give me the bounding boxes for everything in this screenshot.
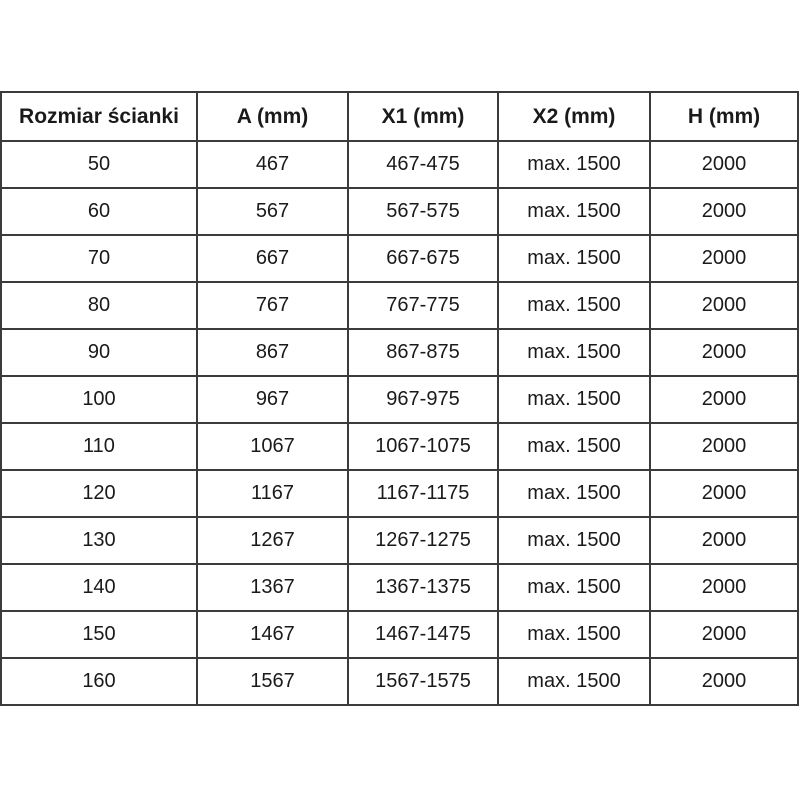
table-cell: 867-875 [347,328,499,377]
table-cell: 1567 [196,657,349,706]
table-cell: 667 [196,234,349,283]
table-cell: 70 [0,234,198,283]
table-cell: 50 [0,140,198,189]
table-cell: 967-975 [347,375,499,424]
table-cell: 2000 [649,375,799,424]
table-row: 120 1167 1167-1175 max. 1500 2000 [0,469,799,518]
table-cell: 867 [196,328,349,377]
table-row: 70 667 667-675 max. 1500 2000 [0,234,799,283]
table-cell: 80 [0,281,198,330]
table-cell: 1167 [196,469,349,518]
table-cell: max. 1500 [497,610,651,659]
table-row: 50 467 467-475 max. 1500 2000 [0,140,799,189]
column-header-1: A (mm) [196,91,349,142]
header-row: Rozmiar ścianki A (mm) X1 (mm) X2 (mm) H (mm… [0,91,799,142]
table-cell: 667-675 [347,234,499,283]
table-cell: 1167-1175 [347,469,499,518]
table-cell: 2000 [649,187,799,236]
table-cell: 120 [0,469,198,518]
table-cell: 1067 [196,422,349,471]
table-row: 90 867 867-875 max. 1500 2000 [0,328,799,377]
table-cell: 1467-1475 [347,610,499,659]
table-cell: 2000 [649,469,799,518]
table-cell: 60 [0,187,198,236]
table-cell: 1367 [196,563,349,612]
table-cell: max. 1500 [497,281,651,330]
table-cell: 1567-1575 [347,657,499,706]
table-cell: max. 1500 [497,469,651,518]
table-cell: max. 1500 [497,375,651,424]
table-cell: max. 1500 [497,563,651,612]
table-row: 60 567 567-575 max. 1500 2000 [0,187,799,236]
table-cell: 1467 [196,610,349,659]
table-cell: 967 [196,375,349,424]
table-cell: 1267 [196,516,349,565]
table-cell: 2000 [649,516,799,565]
column-header-0: Rozmiar ścianki [0,91,198,142]
table-cell: 110 [0,422,198,471]
table-cell: 90 [0,328,198,377]
table-cell: 1367-1375 [347,563,499,612]
table-cell: 2000 [649,422,799,471]
table-cell: max. 1500 [497,187,651,236]
table-body: 50 467 467-475 max. 1500 2000 60 567 567-575 max… [0,140,799,706]
table-cell: 2000 [649,234,799,283]
table-cell: 2000 [649,657,799,706]
table-row: 100 967 967-975 max. 1500 2000 [0,375,799,424]
table-cell: 1067-1075 [347,422,499,471]
table-cell: 467-475 [347,140,499,189]
table-cell: max. 1500 [497,657,651,706]
table-cell: 2000 [649,281,799,330]
table-cell: 567 [196,187,349,236]
table-cell: 100 [0,375,198,424]
table-cell: 2000 [649,140,799,189]
table-cell: 467 [196,140,349,189]
table-row: 110 1067 1067-1075 max. 1500 2000 [0,422,799,471]
table-cell: 767 [196,281,349,330]
table-cell: max. 1500 [497,328,651,377]
table-row: 160 1567 1567-1575 max. 1500 2000 [0,657,799,706]
table-cell: 2000 [649,328,799,377]
table-cell: max. 1500 [497,140,651,189]
column-header-2: X1 (mm) [347,91,499,142]
table-cell: 1267-1275 [347,516,499,565]
column-header-3: X2 (mm) [497,91,651,142]
table-cell: 160 [0,657,198,706]
table-cell: max. 1500 [497,516,651,565]
dimensions-spec-table: Rozmiar ścianki A (mm) X1 (mm) X2 (mm) H (mm… [0,91,799,706]
table-cell: 150 [0,610,198,659]
table-cell: 767-775 [347,281,499,330]
column-header-4: H (mm) [649,91,799,142]
table-row: 150 1467 1467-1475 max. 1500 2000 [0,610,799,659]
table-row: 80 767 767-775 max. 1500 2000 [0,281,799,330]
table-cell: max. 1500 [497,234,651,283]
table-cell: 140 [0,563,198,612]
table-row: 130 1267 1267-1275 max. 1500 2000 [0,516,799,565]
table-cell: 567-575 [347,187,499,236]
table-cell: 130 [0,516,198,565]
table-cell: max. 1500 [497,422,651,471]
table-cell: 2000 [649,610,799,659]
table-cell: 2000 [649,563,799,612]
table-row: 140 1367 1367-1375 max. 1500 2000 [0,563,799,612]
